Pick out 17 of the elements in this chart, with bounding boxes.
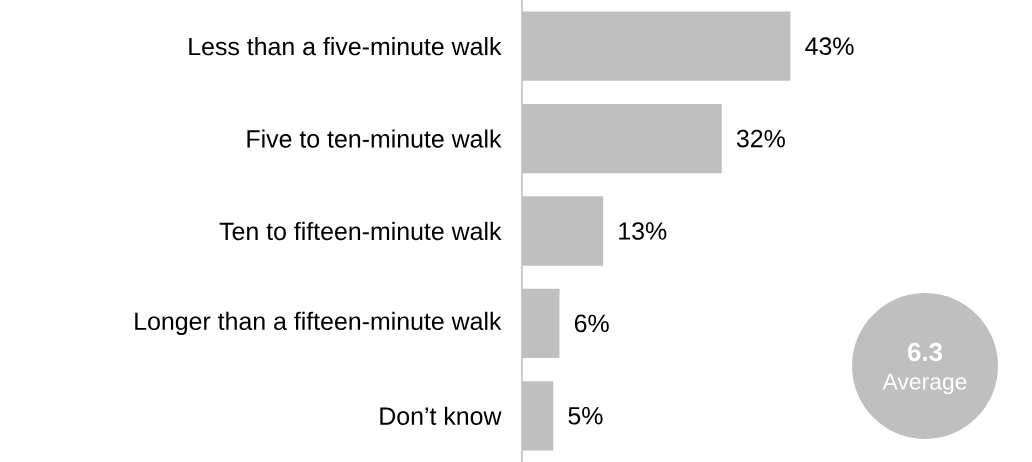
y-tick-label: Don’t know (380, 406, 502, 425)
bar (522, 288, 560, 359)
data-label: 43% (805, 37, 854, 56)
y-tick-label: Five to ten-minute walk (247, 129, 502, 148)
data-label: 32% (736, 129, 785, 148)
y-tick-label: Longer than a fifteen-minute walk (135, 311, 502, 335)
bar (522, 11, 791, 81)
data-label: 13% (619, 222, 667, 240)
y-tick-label: Ten to fifteen-minute walk (219, 221, 502, 241)
data-label: 5% (568, 407, 603, 425)
bar (522, 381, 554, 451)
y-tick-label: Less than a five-minute walk (189, 37, 502, 56)
bar (522, 103, 722, 174)
text: Average (882, 373, 967, 395)
bar (522, 196, 604, 266)
data-label: 6% (574, 314, 609, 333)
text: 6.3 (907, 342, 943, 362)
